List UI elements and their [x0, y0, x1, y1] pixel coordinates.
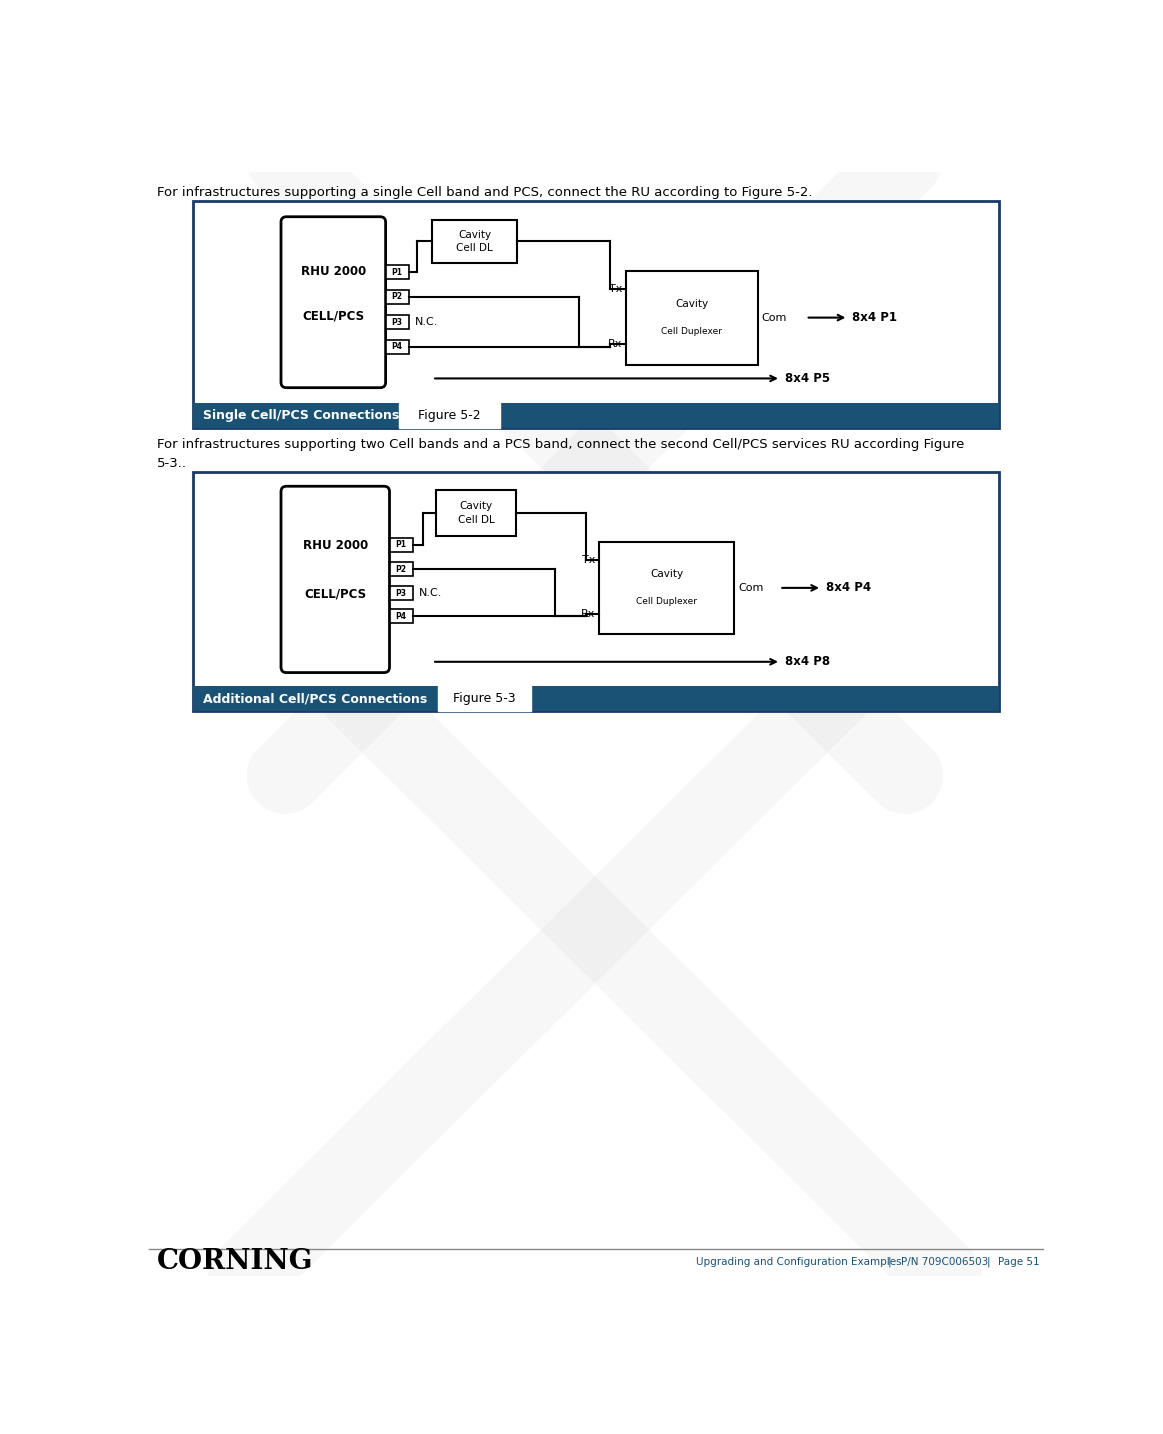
Text: Cell DL: Cell DL: [456, 242, 493, 252]
Bar: [626, 271, 757, 364]
Text: N.C.: N.C.: [419, 588, 442, 598]
Bar: [390, 609, 413, 624]
Text: Upgrading and Configuration Examples: Upgrading and Configuration Examples: [695, 1256, 901, 1266]
Bar: [433, 219, 518, 262]
FancyBboxPatch shape: [281, 486, 390, 673]
Text: RHU 2000: RHU 2000: [302, 539, 368, 552]
Text: Com: Com: [762, 313, 787, 323]
Bar: [386, 340, 409, 354]
Bar: [386, 265, 409, 280]
Bar: [390, 538, 413, 552]
Text: Cell Duplexer: Cell Duplexer: [636, 597, 697, 607]
Bar: [193, 687, 999, 711]
Text: P4: P4: [395, 612, 407, 621]
FancyBboxPatch shape: [281, 217, 386, 387]
Text: P2: P2: [395, 565, 407, 574]
Text: Tx: Tx: [582, 555, 595, 565]
Text: For infrastructures supporting two Cell bands and a PCS band, connect the second: For infrastructures supporting two Cell …: [157, 437, 964, 450]
Text: RHU 2000: RHU 2000: [301, 265, 366, 278]
Bar: [436, 490, 516, 535]
Text: CELL/PCS: CELL/PCS: [305, 588, 366, 601]
Text: Additional Cell/PCS Connections: Additional Cell/PCS Connections: [202, 693, 427, 706]
Text: 8x4 P8: 8x4 P8: [785, 655, 830, 668]
Text: CELL/PCS: CELL/PCS: [302, 310, 364, 323]
Text: P/N 709C006503: P/N 709C006503: [901, 1256, 989, 1266]
Bar: [386, 315, 409, 330]
Text: Cell Duplexer: Cell Duplexer: [662, 327, 722, 336]
Text: 8x4 P1: 8x4 P1: [852, 311, 897, 324]
Text: Cavity: Cavity: [458, 229, 491, 239]
Text: P3: P3: [395, 589, 407, 598]
Text: Cavity: Cavity: [650, 569, 683, 579]
Bar: [193, 403, 999, 427]
Bar: [193, 472, 999, 711]
Text: P4: P4: [392, 343, 402, 351]
Bar: [386, 290, 409, 304]
Bar: [599, 542, 734, 634]
Bar: [399, 403, 500, 427]
Text: Cavity: Cavity: [459, 500, 492, 511]
Text: Com: Com: [739, 582, 764, 592]
Bar: [193, 201, 999, 427]
Text: Cell DL: Cell DL: [457, 515, 494, 525]
Bar: [390, 562, 413, 576]
Text: For infrastructures supporting a single Cell band and PCS, connect the RU accord: For infrastructures supporting a single …: [157, 186, 813, 199]
Text: CORNING: CORNING: [157, 1248, 314, 1275]
Bar: [390, 587, 413, 601]
Text: Page 51: Page 51: [998, 1256, 1040, 1266]
Text: Cavity: Cavity: [676, 298, 708, 308]
Text: P2: P2: [392, 293, 402, 301]
Text: Single Cell/PCS Connections: Single Cell/PCS Connections: [202, 409, 399, 422]
Text: P3: P3: [392, 318, 402, 327]
Text: P1: P1: [395, 541, 407, 549]
Text: P1: P1: [392, 268, 402, 277]
Text: N.C.: N.C.: [415, 317, 438, 327]
Text: Rx: Rx: [580, 609, 595, 618]
Text: |: |: [986, 1256, 991, 1266]
Text: 8x4 P5: 8x4 P5: [785, 371, 830, 384]
Text: Figure 5-3: Figure 5-3: [452, 693, 515, 706]
Text: Figure 5-2: Figure 5-2: [418, 409, 480, 422]
Text: |: |: [887, 1256, 891, 1266]
Text: Rx: Rx: [607, 338, 622, 348]
Text: Tx: Tx: [608, 284, 622, 294]
Bar: [437, 687, 530, 711]
Text: 5-3..: 5-3..: [157, 457, 187, 470]
Text: 8x4 P4: 8x4 P4: [826, 581, 871, 594]
